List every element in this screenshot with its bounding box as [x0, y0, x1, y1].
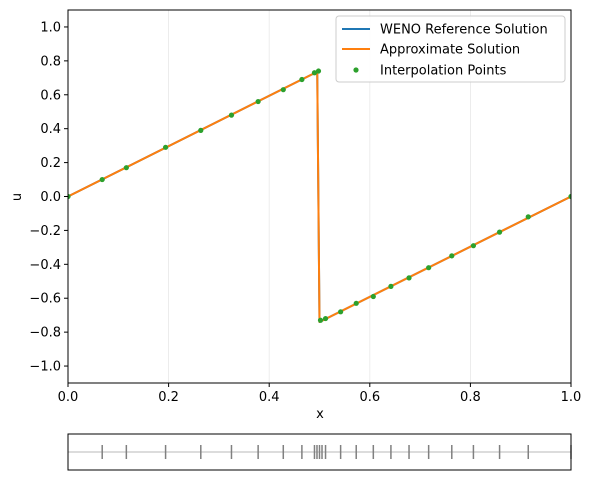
interpolation-point [280, 87, 286, 93]
y-tick-label: −0.6 [29, 292, 61, 307]
y-tick-label: −1.0 [29, 360, 61, 375]
interpolation-point [162, 144, 169, 150]
series-line-approximate [68, 70, 571, 323]
legend: WENO Reference Solution Approximate Solu… [335, 15, 566, 83]
interpolation-point [406, 275, 412, 281]
x-axis-label: x [316, 407, 324, 422]
interpolation-point [370, 293, 376, 300]
interpolation-point [388, 283, 394, 289]
interpolation-point [322, 315, 329, 322]
interpolation-point [525, 214, 531, 220]
legend-label-points: Interpolation Points [380, 64, 507, 79]
y-axis-label: u [10, 193, 25, 201]
x-tick-label: 0.2 [158, 390, 179, 405]
interpolation-point [255, 98, 261, 105]
y-axis: −1.0 −0.8 −0.6 −0.4 −0.2 0.0 0.2 0.4 0.6 0.8 1.0 [29, 20, 68, 375]
legend-label-weno: WENO Reference Solution [380, 23, 548, 38]
x-tick-label: 0.8 [460, 390, 481, 405]
interpolation-point [228, 112, 235, 118]
interpolation-point [198, 127, 204, 133]
y-tick-label: −0.4 [29, 258, 61, 273]
x-tick-label: 0.4 [259, 390, 280, 405]
interpolation-point [338, 309, 344, 315]
interpolation-point [449, 253, 455, 259]
legend-box [335, 15, 566, 83]
y-tick-label: 0.0 [40, 190, 61, 205]
interpolation-point [496, 229, 503, 235]
y-tick-label: 0.6 [40, 88, 61, 103]
x-tick-label: 0.6 [359, 390, 380, 405]
interpolation-strip [67, 433, 572, 471]
y-tick-label: 0.2 [40, 156, 61, 171]
interpolation-point [123, 165, 129, 171]
y-tick-label: 0.8 [40, 54, 61, 69]
y-tick-label: 0.4 [40, 122, 61, 137]
legend-swatch-points [353, 67, 359, 73]
interpolation-point [68, 193, 71, 200]
y-tick-label: 1.0 [40, 20, 61, 35]
interpolation-point [317, 317, 324, 323]
interpolation-point [299, 76, 305, 83]
y-tick-label: −0.8 [29, 326, 61, 341]
x-tick-label: 0.0 [58, 390, 79, 405]
interpolation-point [568, 193, 571, 200]
strip-frame [67, 433, 572, 471]
interpolation-point [353, 300, 359, 306]
interpolation-point [315, 68, 322, 74]
series-layer [68, 68, 571, 323]
x-axis: 0.0 0.2 0.4 0.6 0.8 1.0 [58, 383, 582, 405]
x-tick-label: 1.0 [561, 390, 582, 405]
interpolation-point [470, 243, 477, 249]
interpolation-point [99, 176, 105, 183]
interpolation-point [311, 70, 318, 76]
y-tick-label: −0.2 [29, 224, 61, 239]
legend-label-approx: Approximate Solution [380, 43, 520, 58]
interpolation-point [426, 265, 432, 271]
